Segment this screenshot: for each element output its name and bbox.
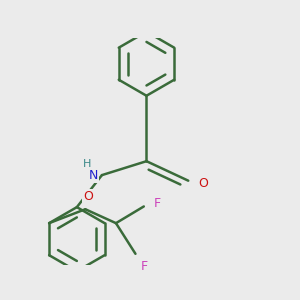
Text: O: O [199, 177, 208, 190]
Text: O: O [83, 190, 93, 203]
Text: F: F [140, 260, 147, 273]
Text: N: N [89, 169, 98, 182]
Text: H: H [82, 159, 91, 169]
Text: F: F [154, 197, 161, 210]
